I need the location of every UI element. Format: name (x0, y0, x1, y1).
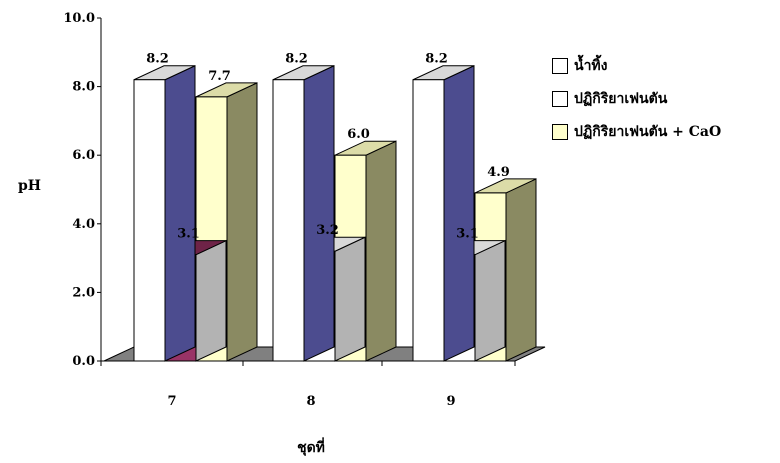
legend-label-effluent: น้ำทิ้ง (574, 58, 608, 74)
bar-side (226, 82, 258, 362)
data-label: 8.2 (425, 52, 448, 67)
bar-side (195, 239, 227, 362)
data-label: 6.0 (347, 127, 370, 142)
y-tick-label: 8.0 (72, 80, 95, 95)
data-label: 3.1 (177, 227, 200, 242)
y-axis-title: pH (18, 178, 41, 194)
bar (272, 79, 305, 362)
y-tick-label: 0.0 (72, 354, 95, 369)
legend-swatch-fenton-cao (552, 124, 568, 140)
x-tick-label: 9 (446, 394, 455, 409)
data-label: 7.7 (208, 69, 231, 84)
data-label: 4.9 (487, 165, 510, 180)
bar-group-7: 8.2 3.1 7.7 (133, 52, 258, 362)
data-label: 3.2 (316, 223, 339, 238)
legend-swatch-fenton (552, 91, 568, 107)
bar-group-9: 8.2 3.1 4.9 (412, 52, 537, 362)
legend-label-fenton: ปฏิกิริยาเฟนตัน (574, 91, 668, 107)
legend-item-fenton: ปฏิกิริยาเฟนตัน (552, 89, 721, 109)
bar-side (505, 178, 537, 362)
bar (133, 79, 166, 362)
bar-side (164, 64, 196, 362)
bar-side (365, 140, 397, 362)
legend-label-fenton-cao: ปฏิกิริยาเฟนตัน + CaO (574, 124, 722, 140)
bar-side (474, 239, 506, 362)
legend-item-fenton-cao: ปฏิกิริยาเฟนตัน + CaO (552, 122, 721, 142)
bar-side (443, 64, 475, 362)
y-tick-label: 4.0 (72, 217, 95, 232)
bar-side (303, 64, 335, 362)
bar (412, 79, 445, 362)
legend: น้ำทิ้ง ปฏิกิริยาเฟนตัน ปฏิกิริยาเฟนตัน … (552, 56, 721, 155)
data-label: 3.1 (456, 227, 479, 242)
legend-swatch-effluent (552, 58, 568, 74)
bar-side (334, 236, 366, 362)
data-label: 8.2 (146, 52, 169, 67)
legend-item-effluent: น้ำทิ้ง (552, 56, 721, 76)
y-tick-label: 6.0 (72, 148, 95, 163)
y-tick-label: 2.0 (72, 285, 95, 300)
x-tick-label: 8 (306, 394, 315, 409)
x-axis-title: ชุดที่ (297, 437, 325, 456)
bar-group-8: 8.2 3.2 6.0 (272, 52, 397, 362)
y-tick-label: 10.0 (63, 11, 95, 26)
data-label: 8.2 (285, 52, 308, 67)
x-tick-label: 7 (167, 394, 176, 409)
